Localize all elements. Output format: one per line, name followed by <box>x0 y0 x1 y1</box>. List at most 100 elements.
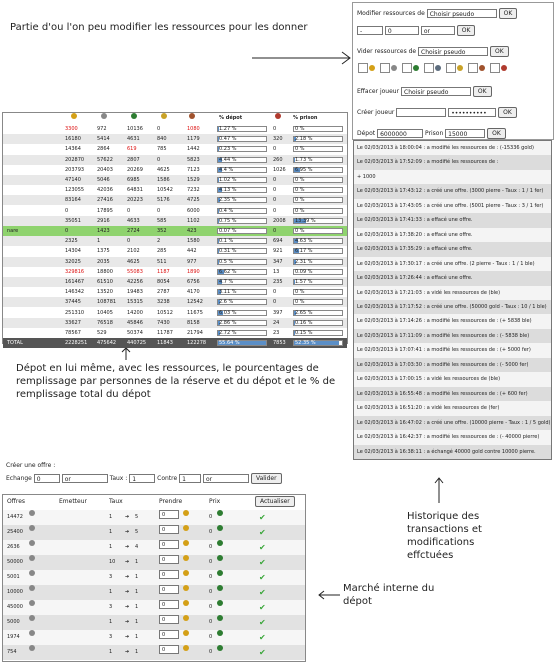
prison-value: 0 <box>273 228 277 234</box>
depot-fill-bar <box>217 146 267 153</box>
offer-amount: 5001 <box>7 574 20 580</box>
modify-ok-button[interactable]: OK <box>498 8 518 19</box>
prison-fill-bar <box>293 309 343 316</box>
depot-pct: 0.23 % <box>219 146 237 153</box>
resource-value: 1 <box>97 238 101 245</box>
accept-check-icon[interactable]: ✔ <box>259 603 266 612</box>
resource-value: 6985 <box>127 177 140 183</box>
prison-fill-bar <box>293 177 343 183</box>
resource-value: 1442 <box>187 146 200 153</box>
depot-fill-bar <box>217 279 267 285</box>
erase-ok-button[interactable]: OK <box>472 86 492 97</box>
checkbox-food[interactable] <box>467 63 478 73</box>
offer-price: 0 <box>209 574 213 580</box>
checkbox-gold[interactable] <box>358 63 368 73</box>
depot-fill-bar <box>217 126 267 132</box>
depot-row: 0 17895 0 0 6000 0.4 % 0 0 % <box>3 205 347 216</box>
create-name-input[interactable] <box>396 108 447 117</box>
market-refresh-button[interactable]: Actualiser <box>255 496 295 507</box>
modify-resource-select[interactable]: or <box>420 26 455 35</box>
resource-value: 10136 <box>127 126 143 132</box>
accept-check-icon[interactable]: ✔ <box>259 618 266 627</box>
offer-price: 0 <box>209 589 213 595</box>
accept-check-icon[interactable]: ✔ <box>259 543 266 552</box>
exchange-amount-input[interactable]: 0 <box>33 474 60 483</box>
checkbox-iron[interactable] <box>423 63 434 73</box>
depot-capacity-input[interactable]: 6000000 <box>377 129 424 138</box>
depot-pct: 3.11 % <box>219 289 237 296</box>
modify-amount-input[interactable]: 0 <box>384 26 419 35</box>
market-row: 5000 1 ➔ 1 0 0 ✔ <box>3 615 305 630</box>
depot-pct: 2.6 % <box>219 299 234 306</box>
prison-capacity-input[interactable]: 15000 <box>445 129 486 138</box>
against-input[interactable]: 1 <box>179 474 202 483</box>
resource-value: 619 <box>127 146 137 153</box>
checkbox-wheat[interactable] <box>445 63 456 73</box>
prison-pct: 1.57 % <box>295 279 313 285</box>
depot-fill <box>218 198 221 203</box>
header-depot-pct: % dépot <box>219 115 243 121</box>
history-entry: Le 02/03/2013 à 16:51:20 : a vidé les re… <box>354 401 551 416</box>
resource-value: 21794 <box>187 330 203 336</box>
history-entry: Le 02/03/2013 à 16:38:11 : a échangé 400… <box>354 444 551 459</box>
accept-check-icon[interactable]: ✔ <box>259 573 266 582</box>
against-resource-select[interactable]: or <box>203 474 250 483</box>
resource-value: 1102 <box>187 217 200 224</box>
exchange-resource-select[interactable]: or <box>61 474 108 483</box>
market-header-issuer: Emetteur <box>59 498 87 505</box>
checkbox-stone[interactable] <box>379 63 390 73</box>
depot-fill-bar <box>217 268 267 275</box>
resource-value: 61510 <box>97 279 113 285</box>
accept-check-icon[interactable]: ✔ <box>259 648 266 657</box>
resource-value: 7430 <box>157 319 170 326</box>
history-entry: Le 02/03/2013 à 17:07:41 : a modifié les… <box>354 343 551 358</box>
resource-value: 6000 <box>187 207 200 214</box>
offer-form: Créer une offre : Echange 0 or Taux : 1 … <box>4 462 314 490</box>
offer-submit-button[interactable]: Valider <box>250 473 282 484</box>
offer-rate-target: 1 <box>135 604 139 610</box>
accept-check-icon[interactable]: ✔ <box>259 588 266 597</box>
market-header-take: Prendre <box>159 498 183 505</box>
erase-pseudo-select[interactable]: Choisir pseudo <box>401 87 471 96</box>
history-entry: Le 02/03/2013 à 17:41:33 : a effacé une … <box>354 213 551 228</box>
resource-value: 0 <box>157 156 161 163</box>
accept-check-icon[interactable]: ✔ <box>259 633 266 642</box>
capacity-ok-button[interactable]: OK <box>487 128 506 139</box>
depot-pct: 0.47 % <box>219 136 237 143</box>
offer-rate: 3 <box>109 634 113 640</box>
modify-submit-button[interactable]: OK <box>456 25 476 36</box>
history-entry: Le 02/03/2013 à 17:03:30 : a modifié les… <box>354 357 551 373</box>
prison-fill-bar <box>293 258 343 265</box>
resource-value: 32025 <box>65 258 81 265</box>
offer-amount: 25400 <box>7 529 23 535</box>
create-password-input[interactable]: •••••••••• <box>448 108 497 117</box>
modify-pseudo-select[interactable]: Choisir pseudo <box>426 9 497 18</box>
create-ok-button[interactable]: OK <box>498 107 517 118</box>
rate-input[interactable]: 1 <box>129 474 156 483</box>
prison-pct: 0.16 % <box>295 319 313 326</box>
prison-fill-bar <box>293 146 343 153</box>
accept-check-icon[interactable]: ✔ <box>259 513 266 522</box>
history-entry: Le 02/03/2013 à 17:35:29 : a effacé une … <box>354 242 551 257</box>
depot-row: 47140 5046 6985 1586 1529 1.02 % 0 0 % <box>3 175 347 185</box>
accept-check-icon[interactable]: ✔ <box>259 528 266 537</box>
resource-value: 4633 <box>127 217 140 224</box>
prison-fill-bar <box>293 217 343 224</box>
offer-rate-target: 5 <box>135 529 139 535</box>
depot-pct: 4.4 % <box>219 166 234 173</box>
annotation-market: Marché interne du dépot <box>343 583 435 607</box>
market-header-rate: Taux <box>109 498 123 505</box>
offer-rate: 1 <box>109 589 113 595</box>
checkbox-wood[interactable] <box>401 63 412 73</box>
modify-sign-select[interactable]: - <box>357 26 383 35</box>
accept-check-icon[interactable]: ✔ <box>259 558 266 567</box>
checkbox-prison[interactable] <box>489 63 500 73</box>
history-panel: Le 02/03/2013 à 18:00:04 : a modifié les… <box>353 140 552 460</box>
market-row: 50000 10 ➔ 1 0 0 ✔ <box>3 555 305 570</box>
empty-ok-button[interactable]: OK <box>489 46 509 57</box>
empty-pseudo-select[interactable]: Choisir pseudo <box>418 47 489 56</box>
resource-value: 10405 <box>97 309 113 316</box>
rate-label: Taux : <box>109 475 128 482</box>
resource-value: 2228251 <box>65 340 88 347</box>
prison-pct: 4.63 % <box>295 238 313 245</box>
